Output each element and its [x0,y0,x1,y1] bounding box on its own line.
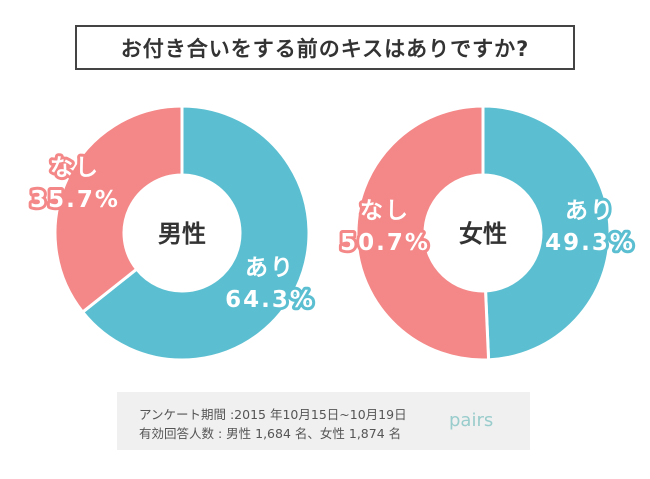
slice-value-label: 35.7% [30,187,120,213]
slice-category-label: あり [245,255,295,281]
donut-hole [425,175,541,291]
survey-info: アンケート期間 :2015 年10月15日~10月19日 有効回答人数 : 男性… [117,392,530,450]
slice-value-label: 49.3% [545,230,635,256]
chart-title: お付き合いをする前のキスはありですか? [75,25,575,70]
chart-center-label: 女性 [459,220,507,248]
donut-hole [124,175,240,291]
slice-category-label: あり [565,198,615,224]
slice-category-label: なし [360,198,410,224]
chart-center-label: 男性 [158,220,206,248]
survey-period: アンケート期間 :2015 年10月15日~10月19日 [139,407,407,422]
slice-value-label: 50.7% [340,230,430,256]
slice-value-label: 64.3% [225,287,315,313]
pairs-logo: pairs [449,410,494,431]
respondents: 有効回答人数 : 男性 1,684 名、女性 1,874 名 [139,426,402,441]
slice-category-label: なし [50,155,100,181]
